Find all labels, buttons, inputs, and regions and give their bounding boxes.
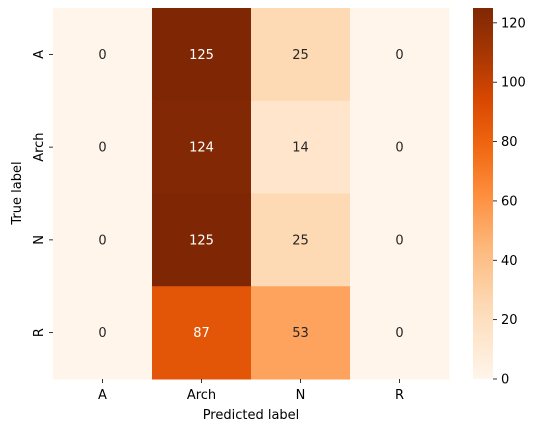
colorbar-tick-label: 40 [501, 254, 518, 269]
heatmap-cell [53, 100, 153, 194]
heatmap-cell [350, 286, 450, 380]
colorbar-tick-label: 100 [501, 76, 526, 91]
heatmap-cell [152, 286, 252, 380]
cell-value-label: 0 [98, 48, 106, 63]
x-tick-label: A [98, 388, 107, 403]
x-tick-label: R [395, 388, 404, 403]
cell-value-label: 0 [98, 141, 106, 156]
colorbar-tick-label: 20 [501, 313, 518, 328]
cell-value-label: 125 [189, 48, 214, 63]
cell-value-label: 14 [292, 141, 309, 156]
cell-value-label: 0 [395, 326, 403, 341]
colorbar-tick-label: 120 [501, 16, 526, 31]
heatmap-cell-labels: 0 125 25 00 124 14 00 125 25 00 87 53 0 [98, 48, 403, 341]
colorbar-ticks: 0 20 40 60 80 100 120 [493, 16, 526, 388]
cell-value-label: 0 [395, 233, 403, 248]
cell-value-label: 0 [395, 141, 403, 156]
cell-value-label: 0 [395, 48, 403, 63]
heatmap-cell [251, 8, 351, 102]
x-axis-label: Predicted label [203, 408, 300, 423]
heatmap-cell [53, 8, 153, 102]
cell-value-label: 25 [292, 233, 309, 248]
cell-value-label: 87 [193, 326, 210, 341]
y-tick-label: A [32, 50, 47, 59]
heatmap-cell [251, 286, 351, 380]
x-tick-label: N [296, 388, 306, 403]
heatmap-cell [152, 193, 252, 287]
y-tick-label: N [32, 235, 47, 245]
cell-value-label: 124 [189, 141, 214, 156]
cell-value-label: 125 [189, 233, 214, 248]
heatmap-cell [251, 100, 351, 194]
heatmap-cell [251, 193, 351, 287]
heatmap-cell [152, 8, 252, 102]
colorbar: 0 20 40 60 80 100 120 [473, 8, 526, 388]
colorbar-tick-label: 60 [501, 194, 518, 209]
x-axis-ticks: A Arch N R [98, 379, 404, 403]
heatmap-cell [350, 100, 450, 194]
y-tick-label: Arch [32, 132, 47, 161]
heatmap-cell [53, 193, 153, 287]
heatmap-cell [350, 8, 450, 102]
heatmap-cell [53, 286, 153, 380]
cell-value-label: 53 [292, 326, 309, 341]
y-tick-label: R [32, 328, 47, 337]
cell-value-label: 25 [292, 48, 309, 63]
heatmap-cell [350, 193, 450, 287]
x-tick-label: Arch [187, 388, 216, 403]
colorbar-tick-label: 80 [501, 135, 518, 150]
colorbar-gradient [473, 8, 493, 379]
y-axis-label: True label [10, 161, 25, 225]
cell-value-label: 0 [98, 233, 106, 248]
y-axis-ticks: A Arch N R [32, 50, 53, 337]
colorbar-tick-label: 0 [501, 373, 509, 388]
heatmap-cells [53, 8, 450, 380]
heatmap-cell [152, 100, 252, 194]
cell-value-label: 0 [98, 326, 106, 341]
